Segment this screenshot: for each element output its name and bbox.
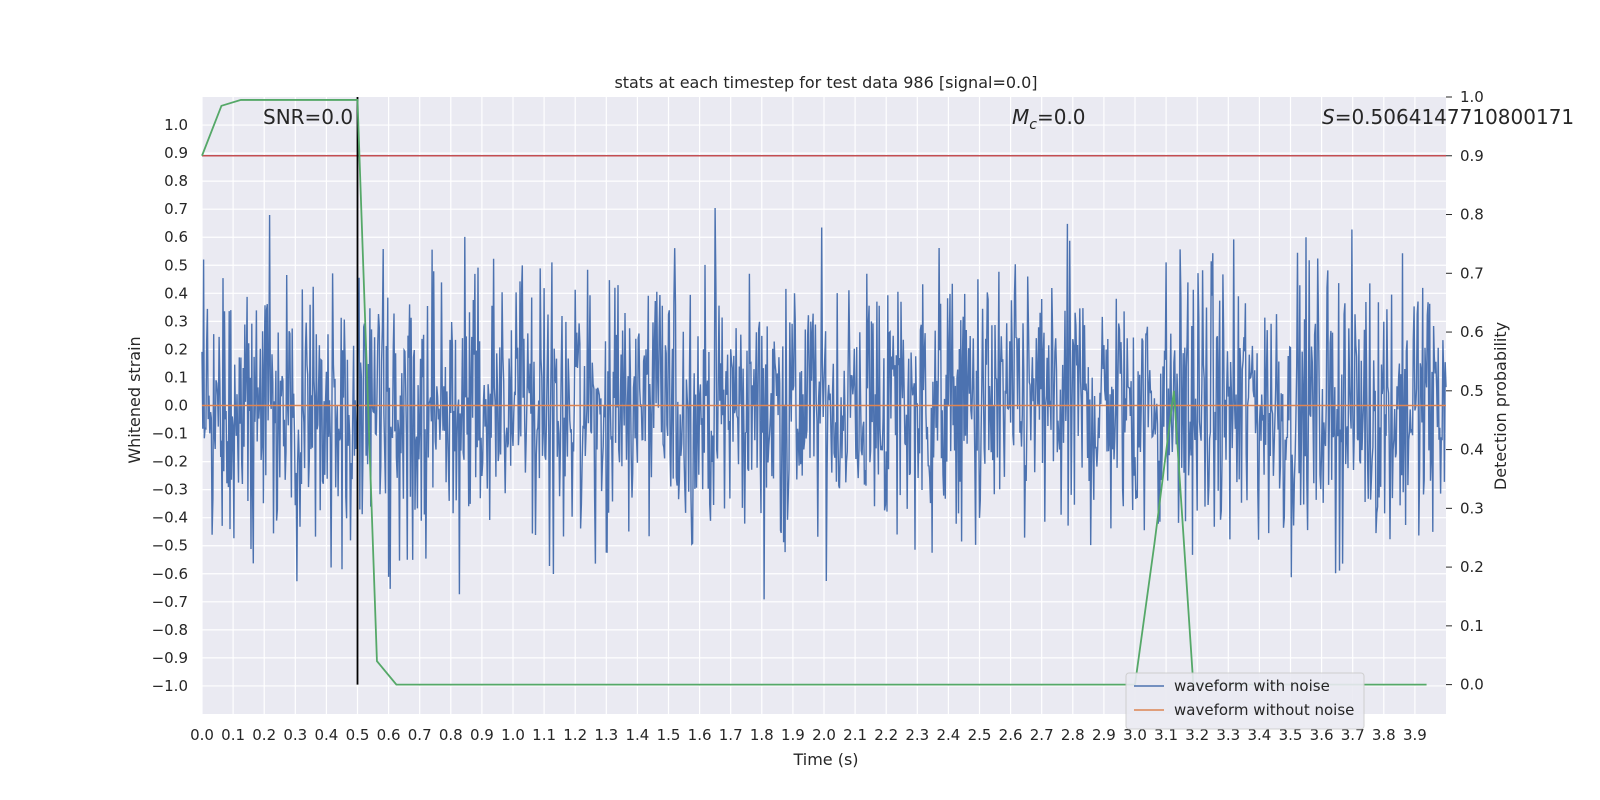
left-tick-label: 0.1 [164,368,188,386]
s-annotation: S=0.5064147710800171 [1322,105,1574,129]
x-tick-label: 3.4 [1247,726,1271,744]
x-tick-label: 0.1 [221,726,245,744]
left-tick-label: 0.2 [164,340,188,358]
right-tick-label: 1.0 [1460,88,1484,106]
right-tick-labels: 1.0 0.9 0.8 0.7 0.6 0.5 0.4 0.3 0.2 0.1 0.0 [1446,88,1484,694]
legend: waveform with noise waveform without noi… [1125,672,1365,730]
left-axis-label: Whitened strain [125,336,144,463]
x-tick-label: 1.7 [719,726,743,744]
x-tick-label: 1.9 [781,726,805,744]
x-tick-label: 2.0 [812,726,836,744]
left-tick-label: −0.6 [152,565,188,583]
right-tick-label: 0.1 [1460,617,1484,635]
noise-series [201,207,1447,600]
x-tick-label: 2.2 [874,726,898,744]
noise-waveform-line [201,207,1447,600]
x-tick-label: 0.8 [439,726,463,744]
x-tick-label: 0.2 [252,726,276,744]
x-tick-label: 3.3 [1216,726,1240,744]
x-tick-label: 2.3 [905,726,929,744]
x-tick-label: 3.1 [1154,726,1178,744]
left-tick-label: 0.9 [164,144,188,162]
left-tick-label: −0.9 [152,649,188,667]
left-tick-label: 0.8 [164,172,188,190]
s-symbol: S [1322,105,1335,129]
x-tick-label: 0.7 [408,726,432,744]
left-tick-label: −0.8 [152,621,188,639]
x-tick-label: 1.8 [750,726,774,744]
mc-annotation: Mc=0.0 [1012,105,1086,133]
left-tick-label: −0.2 [152,453,188,471]
right-tick-label: 0.0 [1460,676,1484,694]
mc-symbol: M [1012,105,1029,129]
x-tick-label: 1.2 [563,726,587,744]
x-tick-label: 2.1 [843,726,867,744]
x-tick-label: 1.6 [688,726,712,744]
left-tick-label: 0.0 [164,397,188,415]
left-tick-label: 0.7 [164,200,188,218]
x-tick-label: 2.7 [1030,726,1054,744]
x-tick-label: 0.4 [314,726,338,744]
x-tick-label: 1.3 [594,726,618,744]
mc-subscript: c [1029,117,1037,133]
left-tick-label: −0.7 [152,593,188,611]
snr-annotation: SNR=0.0 [263,105,353,129]
x-tick-label: 0.0 [190,726,214,744]
legend-box [1125,672,1365,730]
left-tick-label: −0.3 [152,481,188,499]
x-axis-label: Time (s) [792,750,858,769]
x-tick-label: 0.3 [283,726,307,744]
probability-line [201,99,1427,686]
right-tick-label: 0.2 [1460,558,1484,576]
x-tick-labels: 0.0 0.1 0.2 0.3 0.4 0.5 0.6 0.7 0.8 0.9 1.0 1.1 1.2 1… [190,726,1427,744]
x-tick-label: 1.4 [625,726,649,744]
left-tick-label: −0.4 [152,509,188,527]
left-tick-label: 1.0 [164,116,188,134]
legend-label-noise: waveform with noise [1174,677,1330,695]
x-tick-label: 0.5 [346,726,370,744]
x-tick-label: 3.2 [1185,726,1209,744]
right-tick-label: 0.4 [1460,441,1484,459]
right-axis-label: Detection probability [1491,322,1510,490]
x-tick-label: 0.9 [470,726,494,744]
s-value: =0.5064147710800171 [1335,105,1574,129]
x-tick-label: 3.9 [1403,726,1427,744]
left-tick-label: −0.1 [152,425,188,443]
x-tick-label: 1.1 [532,726,556,744]
chart-title: stats at each timestep for test data 986… [614,73,1037,92]
x-tick-label: 3.8 [1372,726,1396,744]
x-tick-label: 3.0 [1123,726,1147,744]
left-tick-label: 0.5 [164,256,188,274]
left-tick-label: 0.3 [164,312,188,330]
right-tick-label: 0.8 [1460,206,1484,224]
right-tick-label: 0.6 [1460,323,1484,341]
mc-value: =0.0 [1037,105,1086,129]
right-tick-label: 0.5 [1460,382,1484,400]
x-tick-label: 2.6 [999,726,1023,744]
x-tick-label: 2.8 [1061,726,1085,744]
left-tick-label: −0.5 [152,537,188,555]
x-tick-label: 2.9 [1092,726,1116,744]
left-tick-labels: 1.0 0.9 0.8 0.7 0.6 0.5 0.4 0.3 0.2 0.1 0.0 −0.1 −0.… [152,116,188,695]
probability-series [201,99,1427,686]
right-tick-label: 0.7 [1460,264,1484,282]
x-tick-label: 0.6 [377,726,401,744]
left-tick-label: −1.0 [152,677,188,695]
left-tick-label: 0.6 [164,228,188,246]
x-tick-label: 3.6 [1310,726,1334,744]
x-tick-label: 2.4 [936,726,960,744]
x-tick-label: 1.0 [501,726,525,744]
x-tick-label: 1.5 [657,726,681,744]
x-tick-label: 3.7 [1341,726,1365,744]
legend-label-clean: waveform without noise [1174,701,1354,719]
right-tick-label: 0.3 [1460,499,1484,517]
x-tick-label: 2.5 [968,726,992,744]
right-tick-label: 0.9 [1460,147,1484,165]
x-tick-label: 3.5 [1279,726,1303,744]
left-tick-label: 0.4 [164,284,188,302]
